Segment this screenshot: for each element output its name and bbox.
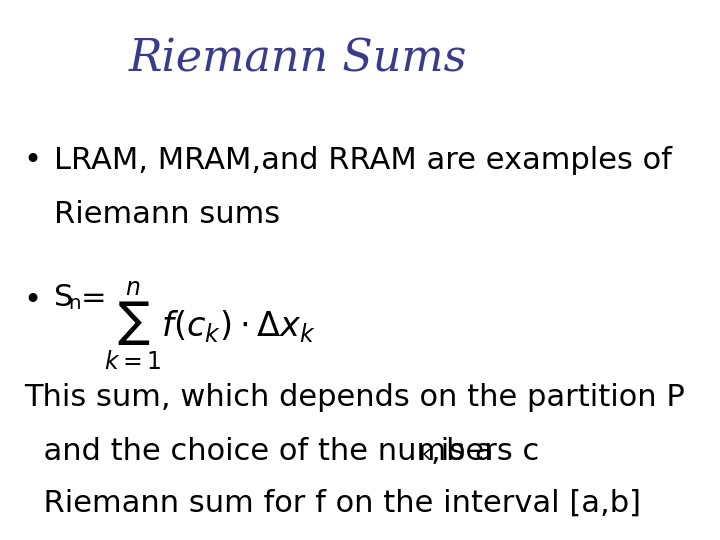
Text: Riemann Sums: Riemann Sums: [128, 38, 467, 81]
Text: LRAM, MRAM,and RRAM are examples of: LRAM, MRAM,and RRAM are examples of: [53, 146, 672, 175]
Text: k: k: [419, 446, 431, 464]
Text: S: S: [53, 284, 73, 313]
Text: •: •: [24, 146, 42, 175]
Text: $\sum_{k=1}^{n} f(c_k) \cdot \Delta x_k$: $\sum_{k=1}^{n} f(c_k) \cdot \Delta x_k$: [104, 280, 316, 373]
Text: Riemann sums: Riemann sums: [53, 200, 279, 229]
Text: =: =: [81, 284, 106, 313]
Text: Riemann sum for f on the interval [a,b]: Riemann sum for f on the interval [a,b]: [24, 489, 641, 518]
Text: This sum, which depends on the partition P: This sum, which depends on the partition…: [24, 383, 685, 413]
Text: ,is a: ,is a: [431, 437, 493, 467]
Text: n: n: [68, 294, 81, 313]
Text: and the choice of the numbers c: and the choice of the numbers c: [24, 437, 539, 467]
Text: •: •: [24, 286, 42, 315]
